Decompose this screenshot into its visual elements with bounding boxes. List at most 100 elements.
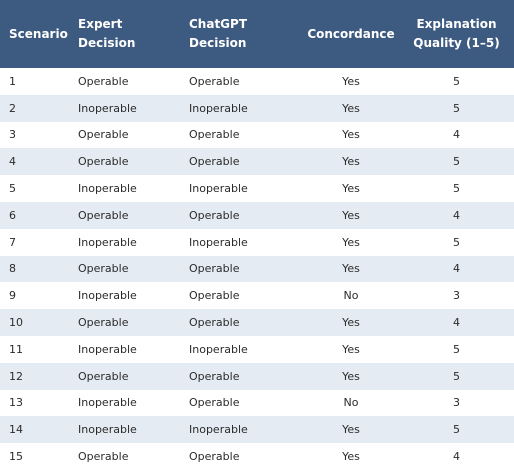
table-body: 1 Operable Operable Yes 5 2 Inoperable Inoperab… <box>0 68 514 470</box>
cell-concordance: Yes <box>303 94 399 122</box>
cell-concordance: Yes <box>303 416 399 444</box>
cell-expert-decision: Inoperable <box>70 335 181 363</box>
table-row: 14 Inoperable Inoperable Yes 5 <box>0 416 514 444</box>
cell-expert-decision: Operable <box>70 121 181 149</box>
cell-scenario: 7 <box>0 228 70 256</box>
table-row: 15 Operable Operable Yes 4 <box>0 443 514 470</box>
cell-chatgpt-decision: Operable <box>181 148 303 176</box>
cell-scenario: 13 <box>0 389 70 417</box>
cell-scenario: 11 <box>0 335 70 363</box>
cell-concordance: Yes <box>303 362 399 390</box>
cell-concordance: Yes <box>303 443 399 470</box>
cell-expert-decision: Operable <box>70 309 181 336</box>
table-row: 10 Operable Operable Yes 4 <box>0 309 514 336</box>
header-concordance: Concordance <box>303 0 399 68</box>
cell-concordance: Yes <box>303 68 399 95</box>
cell-explanation-quality: 5 <box>399 362 514 390</box>
cell-concordance: Yes <box>303 175 399 202</box>
cell-expert-decision: Inoperable <box>70 389 181 417</box>
table-row: 5 Inoperable Inoperable Yes 5 <box>0 175 514 202</box>
header-expert-decision: Expert Decision <box>70 0 181 68</box>
cell-scenario: 8 <box>0 255 70 283</box>
table-row: 12 Operable Operable Yes 5 <box>0 362 514 390</box>
cell-chatgpt-decision: Operable <box>181 443 303 470</box>
table-header: Scenario Expert Decision ChatGPT Decisio… <box>0 0 514 68</box>
table-row: 11 Inoperable Inoperable Yes 5 <box>0 335 514 363</box>
table-row: 4 Operable Operable Yes 5 <box>0 148 514 176</box>
cell-scenario: 1 <box>0 68 70 95</box>
cell-scenario: 5 <box>0 175 70 202</box>
header-explanation-quality: Explanation Quality (1–5) <box>399 0 514 68</box>
header-quality-line1: Explanation <box>416 17 497 31</box>
cell-expert-decision: Inoperable <box>70 228 181 256</box>
cell-chatgpt-decision: Inoperable <box>181 335 303 363</box>
table-row: 2 Inoperable Inoperable Yes 5 <box>0 94 514 122</box>
cell-chatgpt-decision: Operable <box>181 255 303 283</box>
cell-chatgpt-decision: Operable <box>181 68 303 95</box>
header-row: Scenario Expert Decision ChatGPT Decisio… <box>0 0 514 68</box>
cell-expert-decision: Inoperable <box>70 416 181 444</box>
cell-expert-decision: Operable <box>70 443 181 470</box>
cell-chatgpt-decision: Operable <box>181 389 303 417</box>
cell-expert-decision: Inoperable <box>70 175 181 202</box>
cell-concordance: Yes <box>303 309 399 336</box>
cell-explanation-quality: 3 <box>399 282 514 310</box>
cell-explanation-quality: 4 <box>399 121 514 149</box>
header-quality-line2: Quality (1–5) <box>413 36 500 50</box>
cell-scenario: 12 <box>0 362 70 390</box>
cell-concordance: No <box>303 282 399 310</box>
cell-concordance: Yes <box>303 255 399 283</box>
cell-concordance: Yes <box>303 201 399 229</box>
cell-concordance: Yes <box>303 121 399 149</box>
cell-concordance: Yes <box>303 228 399 256</box>
cell-scenario: 2 <box>0 94 70 122</box>
cell-chatgpt-decision: Inoperable <box>181 175 303 202</box>
cell-chatgpt-decision: Operable <box>181 121 303 149</box>
cell-concordance: Yes <box>303 148 399 176</box>
cell-chatgpt-decision: Inoperable <box>181 416 303 444</box>
cell-scenario: 3 <box>0 121 70 149</box>
cell-scenario: 15 <box>0 443 70 470</box>
cell-concordance: Yes <box>303 335 399 363</box>
cell-concordance: No <box>303 389 399 417</box>
table-row: 3 Operable Operable Yes 4 <box>0 121 514 149</box>
cell-explanation-quality: 4 <box>399 443 514 470</box>
cell-chatgpt-decision: Operable <box>181 362 303 390</box>
cell-chatgpt-decision: Operable <box>181 201 303 229</box>
cell-chatgpt-decision: Operable <box>181 282 303 310</box>
cell-scenario: 9 <box>0 282 70 310</box>
cell-expert-decision: Inoperable <box>70 282 181 310</box>
cell-explanation-quality: 5 <box>399 148 514 176</box>
cell-scenario: 10 <box>0 309 70 336</box>
cell-expert-decision: Operable <box>70 148 181 176</box>
cell-expert-decision: Inoperable <box>70 94 181 122</box>
table-row: 8 Operable Operable Yes 4 <box>0 255 514 283</box>
table-row: 6 Operable Operable Yes 4 <box>0 201 514 229</box>
cell-explanation-quality: 4 <box>399 201 514 229</box>
cell-expert-decision: Operable <box>70 201 181 229</box>
cell-explanation-quality: 5 <box>399 175 514 202</box>
header-chatgpt-decision: ChatGPT Decision <box>181 0 303 68</box>
cell-explanation-quality: 5 <box>399 416 514 444</box>
header-scenario: Scenario <box>0 0 70 68</box>
cell-explanation-quality: 5 <box>399 94 514 122</box>
table-row: 7 Inoperable Inoperable Yes 5 <box>0 228 514 256</box>
cell-chatgpt-decision: Inoperable <box>181 228 303 256</box>
table-row: 1 Operable Operable Yes 5 <box>0 68 514 95</box>
cell-chatgpt-decision: Inoperable <box>181 94 303 122</box>
cell-explanation-quality: 5 <box>399 228 514 256</box>
cell-explanation-quality: 5 <box>399 335 514 363</box>
cell-explanation-quality: 4 <box>399 309 514 336</box>
cell-expert-decision: Operable <box>70 68 181 95</box>
cell-explanation-quality: 4 <box>399 255 514 283</box>
cell-explanation-quality: 3 <box>399 389 514 417</box>
cell-chatgpt-decision: Operable <box>181 309 303 336</box>
cell-expert-decision: Operable <box>70 255 181 283</box>
cell-scenario: 14 <box>0 416 70 444</box>
cell-expert-decision: Operable <box>70 362 181 390</box>
cell-scenario: 6 <box>0 201 70 229</box>
cell-scenario: 4 <box>0 148 70 176</box>
table-row: 13 Inoperable Operable No 3 <box>0 389 514 417</box>
cell-explanation-quality: 5 <box>399 68 514 95</box>
